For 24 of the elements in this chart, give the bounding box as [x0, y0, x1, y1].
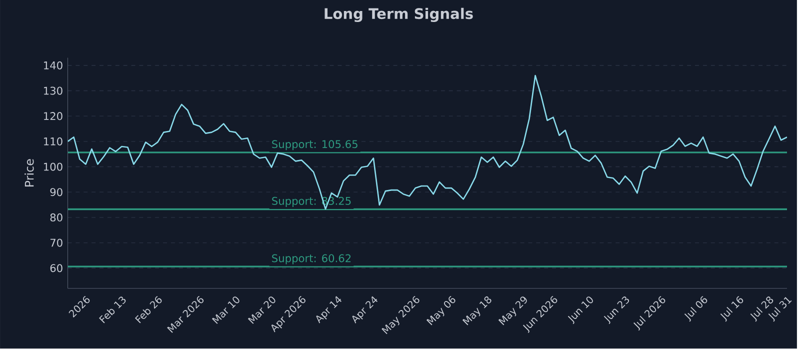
x-tick-label: Mar 10: [212, 296, 240, 324]
y-tick-label: 90: [50, 188, 62, 196]
x-tick-label: Apr 14: [316, 296, 342, 324]
ref-line-label: Support: 60.62: [272, 254, 351, 264]
line-series: [68, 75, 788, 210]
x-tick-label: Feb 26: [134, 296, 162, 324]
x-tick-label: Apr 24: [352, 296, 378, 324]
x-tick-label: Feb 13: [99, 296, 126, 324]
y-tick-label: 80: [50, 214, 62, 222]
y-tick-label: 60: [50, 264, 62, 272]
y-tick-label: 70: [50, 238, 62, 247]
y-tick-label: 120: [44, 112, 62, 120]
x-tick-label: Jul 06: [684, 296, 708, 322]
y-axis-title: Price: [24, 159, 34, 187]
ref-line-label: Support: 105.65: [272, 140, 358, 150]
chart-title: Long Term Signals: [324, 8, 473, 22]
y-tick-label: 100: [44, 162, 62, 171]
y-tick-label: 130: [44, 86, 62, 95]
x-tick-label: Mar 20: [248, 296, 276, 324]
y-tick-label: 140: [44, 62, 62, 70]
x-tick-label: Jul 16: [720, 296, 744, 322]
y-tick-label: 110: [44, 138, 62, 146]
x-tick-label: Jun 23: [604, 296, 630, 324]
x-tick-label: Jun 10: [568, 296, 593, 324]
